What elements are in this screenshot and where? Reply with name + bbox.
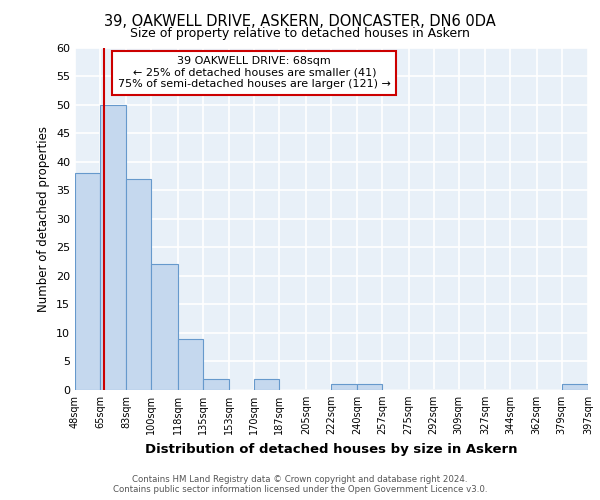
Text: Size of property relative to detached houses in Askern: Size of property relative to detached ho… bbox=[130, 28, 470, 40]
Y-axis label: Number of detached properties: Number of detached properties bbox=[37, 126, 50, 312]
Bar bbox=[203, 378, 229, 390]
Bar bbox=[127, 179, 151, 390]
Bar bbox=[331, 384, 357, 390]
Bar bbox=[357, 384, 382, 390]
Bar bbox=[100, 104, 127, 390]
Bar bbox=[562, 384, 588, 390]
Text: Contains HM Land Registry data © Crown copyright and database right 2024.
Contai: Contains HM Land Registry data © Crown c… bbox=[113, 474, 487, 494]
X-axis label: Distribution of detached houses by size in Askern: Distribution of detached houses by size … bbox=[145, 442, 518, 456]
Bar bbox=[178, 338, 203, 390]
Bar bbox=[75, 173, 100, 390]
Text: 39, OAKWELL DRIVE, ASKERN, DONCASTER, DN6 0DA: 39, OAKWELL DRIVE, ASKERN, DONCASTER, DN… bbox=[104, 14, 496, 29]
Bar bbox=[254, 378, 280, 390]
Text: 39 OAKWELL DRIVE: 68sqm
← 25% of detached houses are smaller (41)
75% of semi-de: 39 OAKWELL DRIVE: 68sqm ← 25% of detache… bbox=[118, 56, 391, 90]
Bar bbox=[151, 264, 178, 390]
